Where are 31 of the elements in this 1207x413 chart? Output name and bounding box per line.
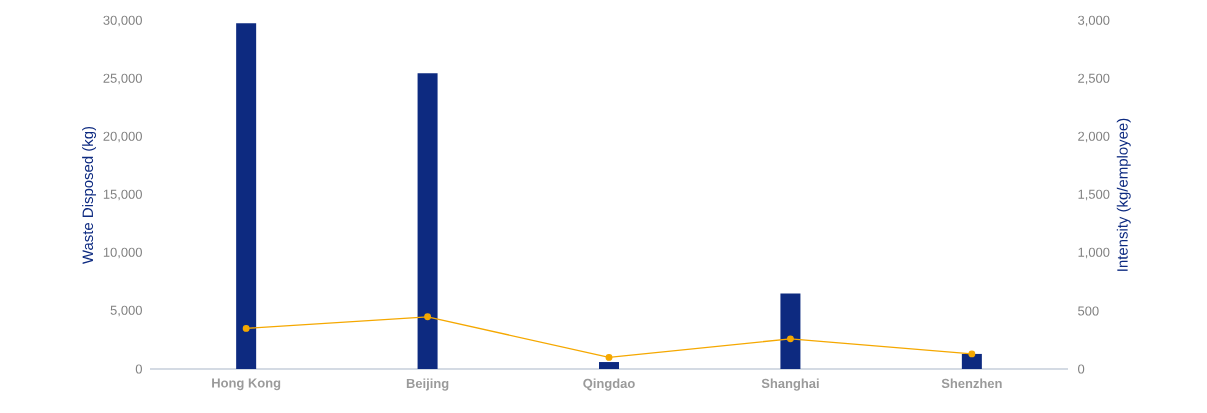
bar <box>236 23 257 369</box>
y-tick-label: 25,000 <box>103 73 142 85</box>
y-tick-label: 10,000 <box>103 247 142 259</box>
point <box>605 353 613 361</box>
bar <box>961 353 982 369</box>
x-tick-label: Shanghai <box>761 378 819 391</box>
y-tick-label: 15,000 <box>103 189 142 201</box>
bar <box>417 73 438 369</box>
y2-tick-label: 0 <box>1078 364 1085 374</box>
x-tick-label: Hong Kong <box>212 378 281 391</box>
y2-tick-label: 3,000 <box>1078 15 1110 27</box>
x-tick-label: Qingdao <box>583 378 635 391</box>
y2-tick-label: 2,000 <box>1078 131 1110 143</box>
y-tick-label: 20,000 <box>103 131 142 143</box>
y2-tick-label: 500 <box>1078 306 1099 316</box>
y2-axis-title: Intensity (kg/employee) <box>1116 118 1131 271</box>
y2-tick-label: 1,500 <box>1078 189 1110 201</box>
point <box>786 335 794 343</box>
y-axis-title: Waste Disposed (kg) <box>82 126 97 265</box>
bar <box>780 293 801 369</box>
point <box>242 324 250 332</box>
y-tick-label: 5,000 <box>110 305 142 317</box>
x-tick-label: Beijing <box>406 378 449 391</box>
y-tick-label: 30,000 <box>103 15 142 27</box>
point <box>424 313 432 321</box>
y2-tick-label: 2,500 <box>1078 73 1110 85</box>
bar <box>599 362 619 369</box>
y2-tick-label: 1,000 <box>1078 247 1110 259</box>
point <box>968 350 976 358</box>
x-tick-label: Shenzhen <box>941 378 1002 389</box>
y-tick-label: 0 <box>135 364 142 374</box>
